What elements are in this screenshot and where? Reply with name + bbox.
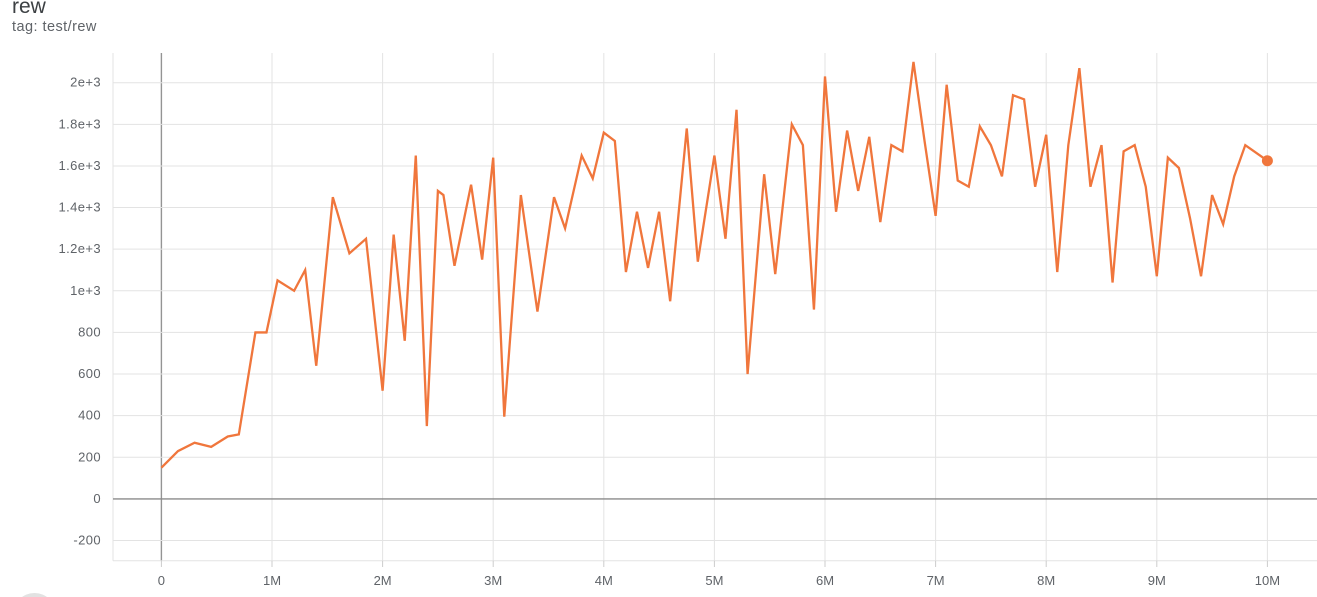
svg-text:1M: 1M xyxy=(263,573,281,588)
svg-text:800: 800 xyxy=(78,324,101,339)
svg-text:1.8e+3: 1.8e+3 xyxy=(58,116,101,131)
svg-text:600: 600 xyxy=(78,366,101,381)
svg-text:0: 0 xyxy=(93,491,101,506)
svg-text:8M: 8M xyxy=(1037,573,1055,588)
svg-text:2M: 2M xyxy=(374,573,392,588)
svg-text:-200: -200 xyxy=(73,533,101,548)
svg-text:200: 200 xyxy=(78,449,101,464)
svg-text:10M: 10M xyxy=(1255,573,1280,588)
svg-text:9M: 9M xyxy=(1148,573,1166,588)
svg-text:5M: 5M xyxy=(705,573,723,588)
svg-text:0: 0 xyxy=(158,573,165,588)
svg-text:1.2e+3: 1.2e+3 xyxy=(58,241,101,256)
svg-text:7M: 7M xyxy=(927,573,945,588)
svg-text:4M: 4M xyxy=(595,573,613,588)
svg-text:2e+3: 2e+3 xyxy=(70,75,101,90)
svg-text:1.6e+3: 1.6e+3 xyxy=(58,158,101,173)
svg-text:1.4e+3: 1.4e+3 xyxy=(58,200,101,215)
svg-text:400: 400 xyxy=(78,408,101,423)
svg-text:1e+3: 1e+3 xyxy=(70,283,101,298)
svg-text:6M: 6M xyxy=(816,573,834,588)
svg-text:3M: 3M xyxy=(484,573,502,588)
